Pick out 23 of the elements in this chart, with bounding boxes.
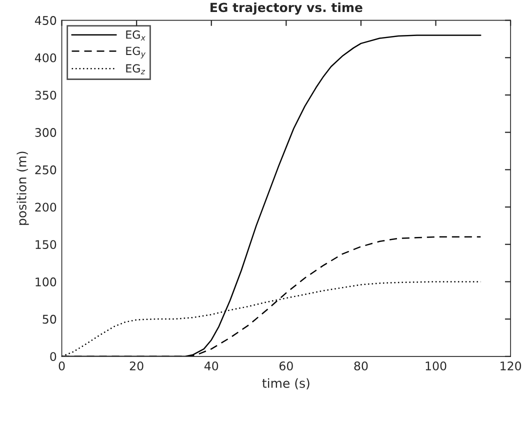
x-tick-label: 20	[130, 361, 144, 370]
y-tick-label: 250	[35, 165, 56, 174]
y-tick-label: 200	[35, 202, 56, 212]
x-tick-label: 80	[354, 361, 368, 370]
y-axis-title: position (m)	[16, 152, 29, 225]
legend-label: EG$_{y}$	[126, 46, 146, 58]
y-tick-label: 450	[34, 16, 56, 25]
x-tick-label: 40	[204, 361, 218, 370]
y-tick-label: 0	[50, 352, 56, 362]
y-tick-label: 300	[35, 128, 56, 137]
y-tick-label: 150	[36, 240, 56, 250]
y-tick-label: 100	[36, 277, 56, 286]
x-tick-label: 60	[279, 361, 293, 370]
legend-label: EG$_{z}$	[126, 64, 146, 74]
x-tick-label: 120	[500, 361, 522, 370]
x-axis-title: time (s)	[262, 378, 310, 390]
y-tick-label: 400	[34, 53, 56, 62]
x-tick-label: 100	[426, 361, 446, 370]
x-tick-label: 0	[58, 361, 65, 370]
legend-label: EG$_{x}$	[126, 30, 146, 40]
chart-title: EG trajectory vs. time	[210, 2, 362, 15]
y-tick-label: 50	[42, 314, 56, 324]
y-tick-label: 350	[35, 90, 56, 100]
